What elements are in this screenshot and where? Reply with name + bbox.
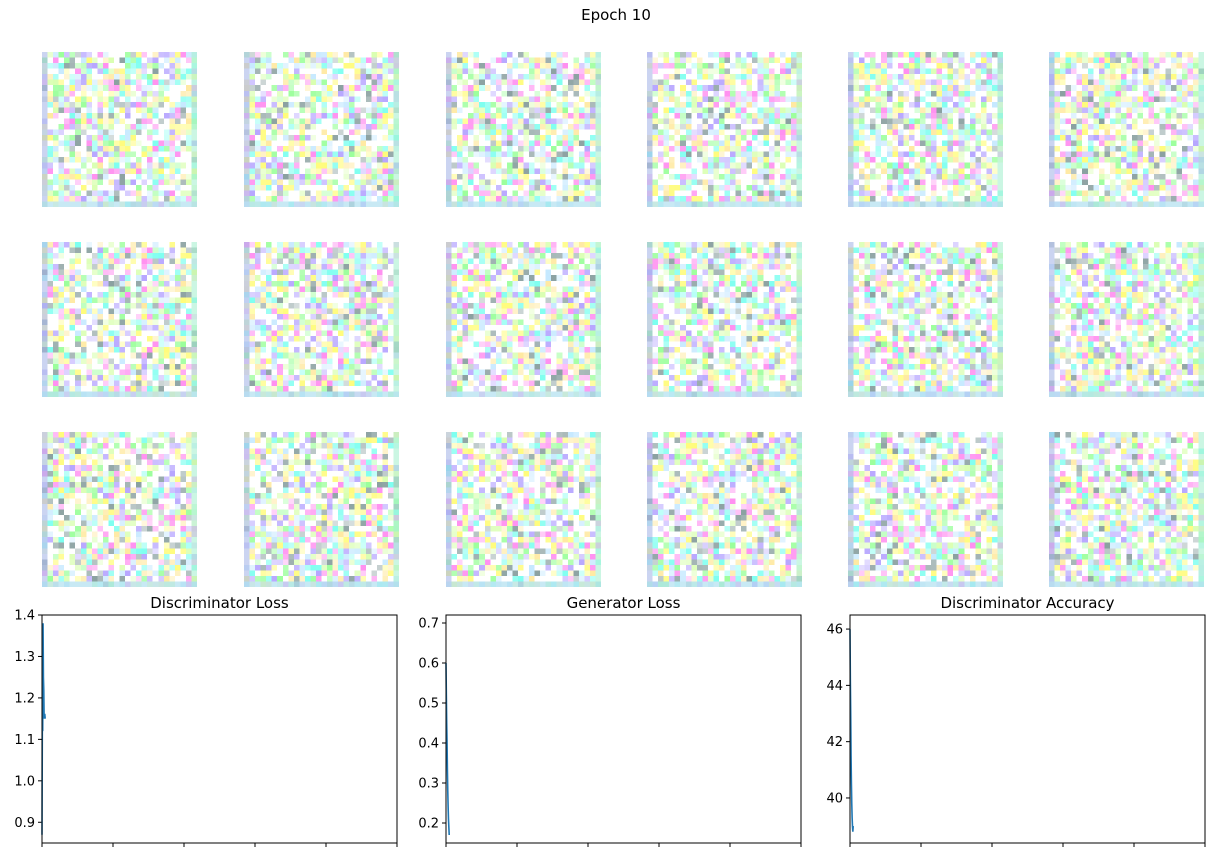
y-tick-label: 0.7 <box>418 617 439 632</box>
generated-sample-image <box>42 52 197 207</box>
generated-sample-image <box>647 432 802 587</box>
series-line <box>41 623 46 835</box>
generated-sample-image <box>1049 52 1204 207</box>
y-tick-label: 0.2 <box>418 817 439 832</box>
plot-frame <box>445 614 802 844</box>
generated-sample-image <box>1049 432 1204 587</box>
discriminator-loss-plot: Discriminator Loss020040060080010000.91.… <box>14 594 398 847</box>
generated-sample-image <box>244 242 399 397</box>
y-tick-label: 1.4 <box>14 609 35 624</box>
generated-sample-image <box>446 52 601 207</box>
y-tick-label: 46 <box>826 623 843 638</box>
plot-frame <box>41 614 398 844</box>
y-tick-label: 0.9 <box>14 816 35 831</box>
generated-sample-image <box>848 52 1003 207</box>
generator-loss-plot: Generator Loss020040060080010000.20.30.4… <box>418 594 802 847</box>
generated-sample-image <box>244 432 399 587</box>
generated-sample-image <box>647 242 802 397</box>
y-tick-label: 1.0 <box>14 774 35 789</box>
generated-sample-image <box>42 242 197 397</box>
generated-sample-image <box>244 52 399 207</box>
generated-sample-image <box>446 242 601 397</box>
y-tick-label: 40 <box>826 791 843 806</box>
discriminator-accuracy-plot: Discriminator Accuracy020040060080010004… <box>826 594 1206 847</box>
y-tick-label: 0.4 <box>418 737 439 752</box>
chart-title: Generator Loss <box>567 594 681 612</box>
y-tick-label: 44 <box>826 679 843 694</box>
generated-sample-image <box>848 242 1003 397</box>
chart-title: Discriminator Loss <box>150 594 289 612</box>
series-line <box>445 662 450 836</box>
y-tick-label: 1.3 <box>14 650 35 665</box>
generated-sample-image <box>647 52 802 207</box>
generated-sample-image <box>446 432 601 587</box>
y-tick-label: 0.3 <box>418 777 439 792</box>
y-tick-label: 42 <box>826 735 843 750</box>
generated-sample-image <box>42 432 197 587</box>
generated-sample-image <box>1049 242 1204 397</box>
series-line <box>849 629 854 832</box>
y-tick-label: 0.6 <box>418 657 439 672</box>
y-tick-label: 1.2 <box>14 691 35 706</box>
figure-title: Epoch 10 <box>581 6 651 24</box>
y-tick-label: 1.1 <box>14 733 35 748</box>
generated-sample-image <box>848 432 1003 587</box>
chart-title: Discriminator Accuracy <box>940 594 1114 612</box>
plot-frame <box>849 614 1206 844</box>
y-tick-label: 0.5 <box>418 697 439 712</box>
